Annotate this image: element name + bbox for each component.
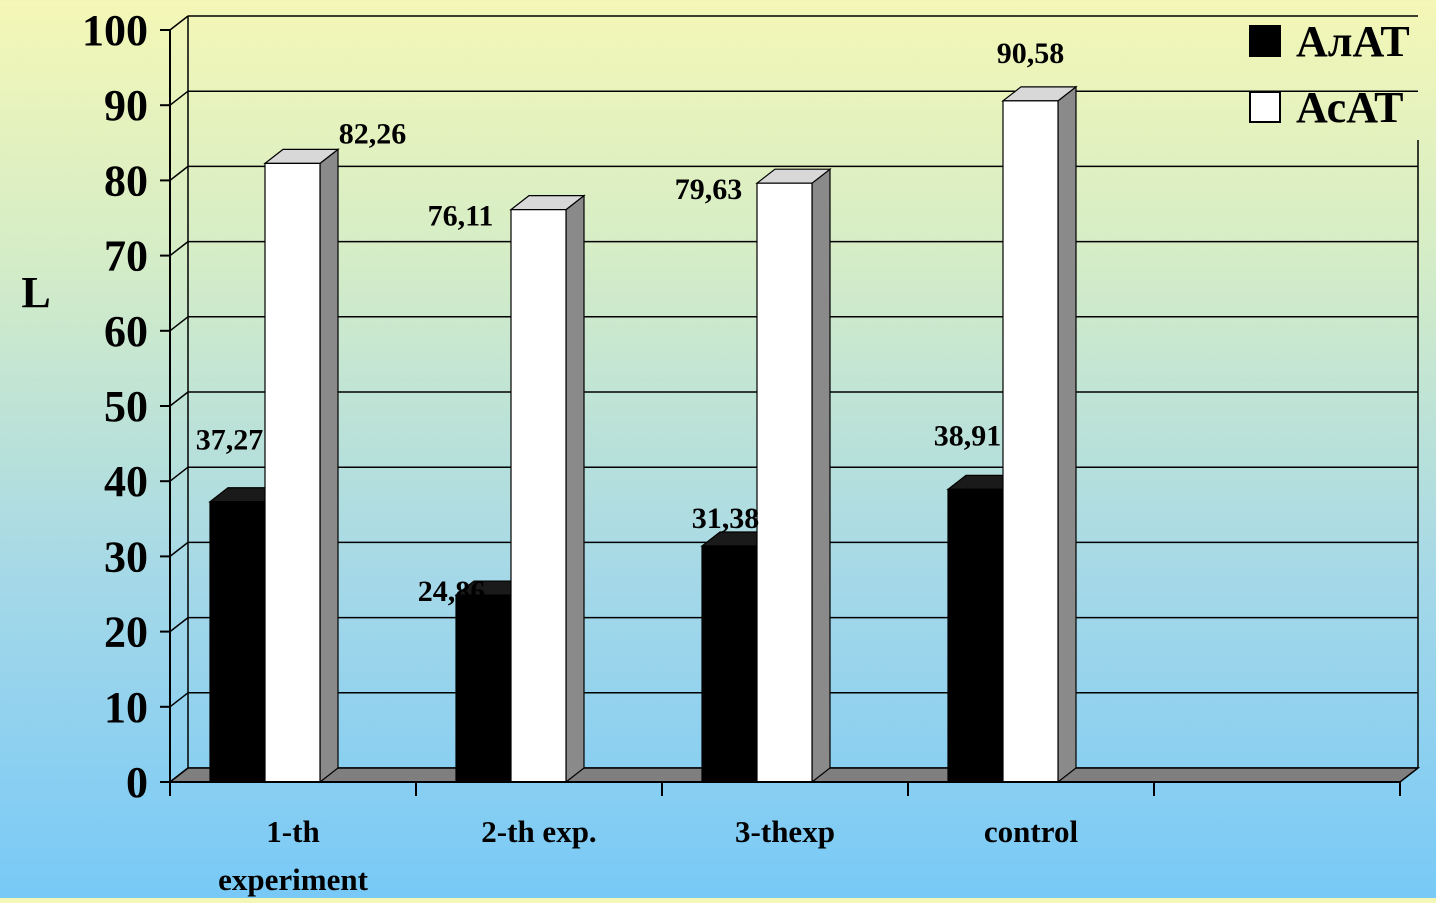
x-tick-label: control [984, 814, 1079, 849]
y-tick-label: 50 [104, 382, 148, 431]
gridline-depth [169, 241, 189, 257]
bar-alat [947, 488, 1004, 783]
gridline-depth [169, 90, 189, 106]
y-tick-label: 90 [104, 81, 148, 130]
legend-label: АсАТ [1296, 83, 1403, 132]
bar-side-face [1057, 85, 1077, 784]
data-label: 37,27 [196, 424, 264, 457]
bar-asat [756, 182, 813, 783]
bar-side-face [319, 148, 339, 784]
gridline-depth [169, 391, 189, 407]
y-tick-label: 60 [104, 307, 148, 356]
legend: АлАТ АсАТ [1249, 17, 1410, 132]
bar-side-face [565, 194, 585, 784]
legend-swatch [1249, 25, 1281, 57]
gridline-depth [169, 541, 189, 557]
label-layer: 37,27 82,26 24,86 76,11 31,38 79,63 38,91 90,58 [196, 37, 1065, 608]
y-axis-label: L [21, 268, 50, 317]
bar-alat [455, 594, 512, 783]
y-tick-label: 100 [82, 6, 148, 55]
gridline-depth [169, 617, 189, 633]
gridline-depth [169, 15, 189, 31]
gridline-depth [169, 466, 189, 482]
data-label: 76,11 [428, 200, 494, 233]
axis-layer: 0 10 20 30 40 50 60 70 80 90 100 1-th experiment 2-th… [82, 6, 1401, 897]
x-tick-label: 3-thexp [735, 814, 835, 849]
data-label: 79,63 [675, 173, 743, 206]
y-tick-label: 10 [104, 683, 148, 732]
bar-asat [1002, 100, 1059, 783]
x-tick-label: 2-th exp. [481, 814, 596, 849]
bar-alat [209, 501, 266, 783]
y-tick-label: 80 [104, 156, 148, 205]
bar-layer [208, 85, 1078, 784]
gridline-depth [169, 316, 189, 332]
y-tick-label: 40 [104, 457, 148, 506]
x-tick-label: 1-th [266, 814, 319, 849]
bar-asat [510, 209, 567, 783]
data-label: 82,26 [339, 117, 407, 150]
data-label: 31,38 [692, 502, 760, 535]
gridline-depth [169, 692, 189, 708]
data-label: 24,86 [418, 575, 486, 608]
legend-swatch [1249, 91, 1281, 123]
gridline-depth [169, 165, 189, 181]
data-label: 38,91 [934, 419, 1002, 452]
legend-label: АлАТ [1296, 17, 1410, 66]
data-label: 90,58 [997, 37, 1065, 70]
bar-alat [701, 545, 758, 783]
y-tick-label: 0 [126, 758, 148, 807]
bar-asat [264, 162, 321, 783]
x-tick-label: experiment [218, 862, 368, 897]
y-tick-label: 20 [104, 608, 148, 657]
bar-side-face [811, 167, 831, 784]
y-tick-label: 30 [104, 532, 148, 581]
y-tick-label: 70 [104, 232, 148, 281]
